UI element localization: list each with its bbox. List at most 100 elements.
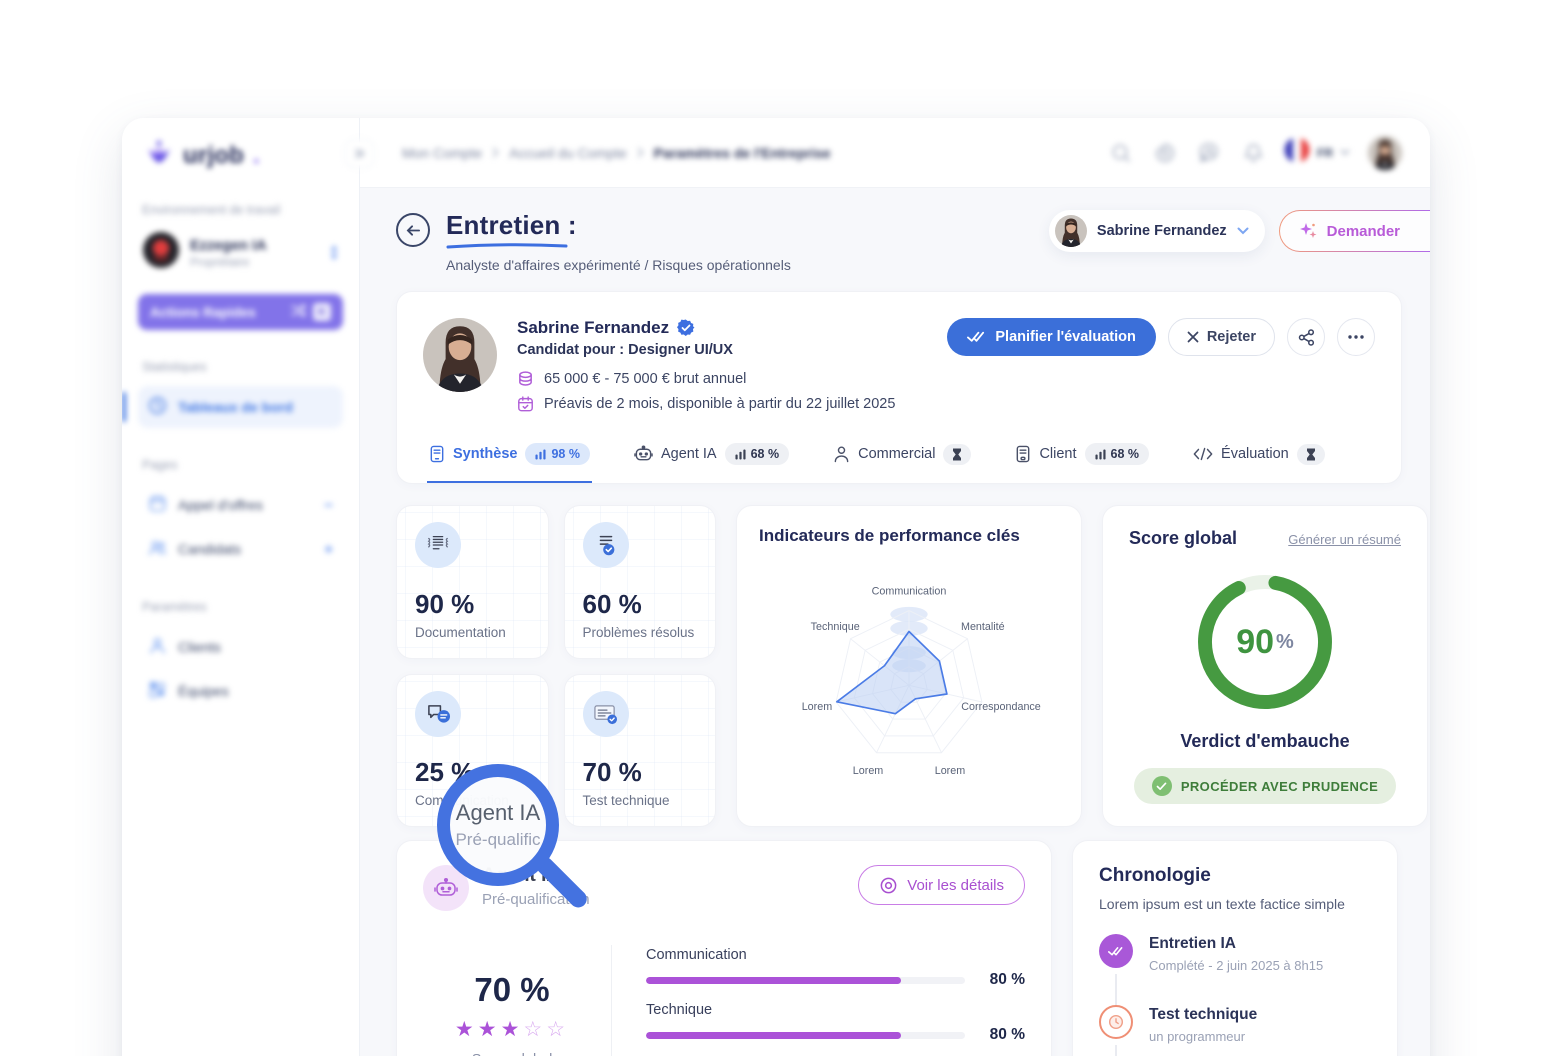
app-window: urjob. Environnement de travail Ezzegen … — [122, 118, 1430, 1056]
language-switcher[interactable]: FR — [1284, 137, 1350, 168]
radar-card-title: Indicateurs de performance clés — [759, 526, 1020, 545]
search-icon — [1112, 144, 1130, 162]
star-filled-icon: ★ — [454, 1018, 478, 1041]
breadcrumb-item[interactable]: Accueil du Compte — [509, 144, 627, 161]
star-filled-icon: ★ — [500, 1018, 524, 1041]
reviewer-select[interactable]: Sabrine Fernandez — [1048, 210, 1265, 252]
page-title: Entretien : — [446, 210, 577, 240]
share-button[interactable] — [1287, 318, 1325, 356]
timeline-item-current: Test technique un programmeur — [1099, 1005, 1371, 1056]
timeline-subtitle: Lorem ipsum est un texte factice simple — [1099, 896, 1345, 912]
view-details-button[interactable]: Voir les détails — [858, 865, 1025, 905]
stat-label: Documentation — [415, 624, 506, 640]
gear-icon — [1155, 142, 1175, 163]
radar-axis-label: Communication — [872, 586, 947, 598]
clock-icon — [1099, 1005, 1133, 1039]
sidebar-collapse-button[interactable] — [345, 139, 374, 168]
star-empty-icon: ☆ — [523, 1018, 547, 1041]
radar-chart: Communication Mentalité Correspondance Lore… — [802, 586, 1041, 777]
progress-track — [646, 976, 965, 984]
star-empty-icon: ☆ — [546, 1018, 570, 1041]
stat-value: 60 % — [582, 588, 642, 619]
app-logo[interactable]: urjob. — [138, 138, 343, 173]
quick-actions-button[interactable]: Actions Rapides K — [138, 294, 343, 330]
sidebar-section-settings: Paramètres — [142, 600, 207, 614]
divider — [611, 945, 612, 1056]
tab-synthese[interactable]: Synthèse 98 % — [427, 433, 592, 483]
magnifier-illustration: Agent IA Pré-qualific — [437, 764, 559, 886]
user-avatar[interactable] — [1368, 135, 1402, 170]
candidate-notice: Préavis de 2 mois, disponible à partir d… — [544, 396, 896, 412]
kpi-radar-card: Indicateurs de performance clés Communic… — [736, 505, 1082, 827]
code-icon — [1193, 447, 1213, 461]
ask-ai-button[interactable]: Demander — [1279, 210, 1430, 252]
reviewer-name: Sabrine Fernandez — [1096, 223, 1227, 239]
notifications-button[interactable] — [1240, 140, 1266, 166]
tab-score-badge: 68 % — [1084, 443, 1150, 465]
robot-icon — [634, 445, 653, 461]
score-value: 90 — [1236, 622, 1275, 661]
collapse-minus-icon[interactable]: − — [324, 496, 333, 514]
score-unit: % — [1276, 630, 1294, 653]
workspace-switcher[interactable]: Ezzegen IA Propriétaire ▲ ▼ — [138, 229, 343, 276]
settings-button[interactable] — [1152, 140, 1178, 166]
stat-label: Problèmes résolus — [582, 624, 695, 640]
page-content: Entretien : Analyste d'affaires expérime… — [360, 188, 1430, 1056]
client-doc-icon — [1017, 445, 1030, 463]
double-check-icon — [1099, 934, 1133, 968]
topbar: Mon Compte Accueil du Compte Paramètres … — [345, 118, 1430, 188]
chevron-down-icon — [1340, 149, 1350, 156]
ellipsis-icon — [1348, 335, 1364, 339]
more-options-button[interactable] — [1337, 318, 1375, 356]
schedule-evaluation-button[interactable]: Planifier l'évaluation — [947, 318, 1156, 356]
synthesis-doc-icon — [430, 445, 444, 463]
sidebar-item-teams[interactable]: Équipes — [138, 670, 343, 712]
double-check-icon — [967, 331, 985, 342]
expand-plus-icon[interactable]: + — [324, 540, 333, 558]
verdict-badge: PROCÉDER AVEC PRUDENCE — [1133, 768, 1397, 804]
bar-chart-icon — [535, 448, 547, 460]
app-logo-text: urjob — [183, 141, 244, 169]
generate-summary-link[interactable]: Générer un résumé — [1288, 532, 1401, 547]
tab-agent-ia[interactable]: Agent IA 68 % — [632, 433, 791, 483]
hourglass-icon — [953, 448, 962, 460]
sidebar-item-clients[interactable]: Clients — [138, 626, 343, 668]
back-button[interactable] — [396, 213, 430, 247]
sidebar-section-pages: Pages — [142, 458, 178, 472]
reviewer-avatar — [1054, 215, 1087, 247]
sidebar-item-offers[interactable]: Appel d'offres − — [138, 484, 343, 526]
stat-card-technical-test: 70 % Test technique — [563, 673, 716, 827]
radar-axis-label: Lorem — [853, 765, 884, 777]
progress-fill — [646, 1031, 902, 1039]
candidate-card: Sabrine Fernandez Candidat pour : Design… — [396, 291, 1402, 484]
chevron-down-icon — [1237, 227, 1249, 235]
sidebar-item-candidates[interactable]: Candidats + — [138, 528, 343, 570]
certificate-icon — [582, 690, 629, 737]
breadcrumb-item[interactable]: Mon Compte — [402, 144, 483, 161]
radar-axis-label: Technique — [811, 621, 860, 633]
chevron-right-icon — [637, 147, 644, 158]
agent-score-label: Score global — [423, 1052, 601, 1056]
hourglass-icon — [1306, 448, 1315, 460]
tab-client[interactable]: Client 68 % — [1013, 433, 1151, 483]
double-chevron-right-icon — [355, 149, 365, 158]
workspace-sort-icon[interactable]: ▲ ▼ — [329, 242, 339, 263]
score-card-title: Score global — [1129, 528, 1238, 548]
star-filled-icon: ★ — [477, 1018, 501, 1041]
tab-evaluation[interactable]: Évaluation — [1191, 433, 1327, 483]
workspace-role: Propriétaire — [190, 256, 250, 269]
tab-commercial[interactable]: Commercial — [831, 433, 973, 483]
timeline-title: Chronologie — [1099, 865, 1211, 886]
chat-search-button[interactable] — [1196, 140, 1222, 166]
sidebar-item-dashboards[interactable]: Tableaux de bord — [122, 386, 343, 428]
arrow-left-icon — [406, 224, 420, 236]
radar-axis-label: Lorem — [802, 701, 833, 713]
doc-check-icon — [582, 522, 629, 568]
page-header: Entretien : Analyste d'affaires expérime… — [396, 210, 1402, 273]
candidate-avatar — [423, 318, 497, 392]
share-nodes-icon — [1298, 328, 1314, 346]
sidebar-section-stats: Statistiques — [142, 360, 207, 374]
radar-axis-label: Correspondance — [961, 701, 1041, 713]
reject-button[interactable]: Rejeter — [1167, 318, 1275, 356]
search-button[interactable] — [1108, 140, 1134, 166]
